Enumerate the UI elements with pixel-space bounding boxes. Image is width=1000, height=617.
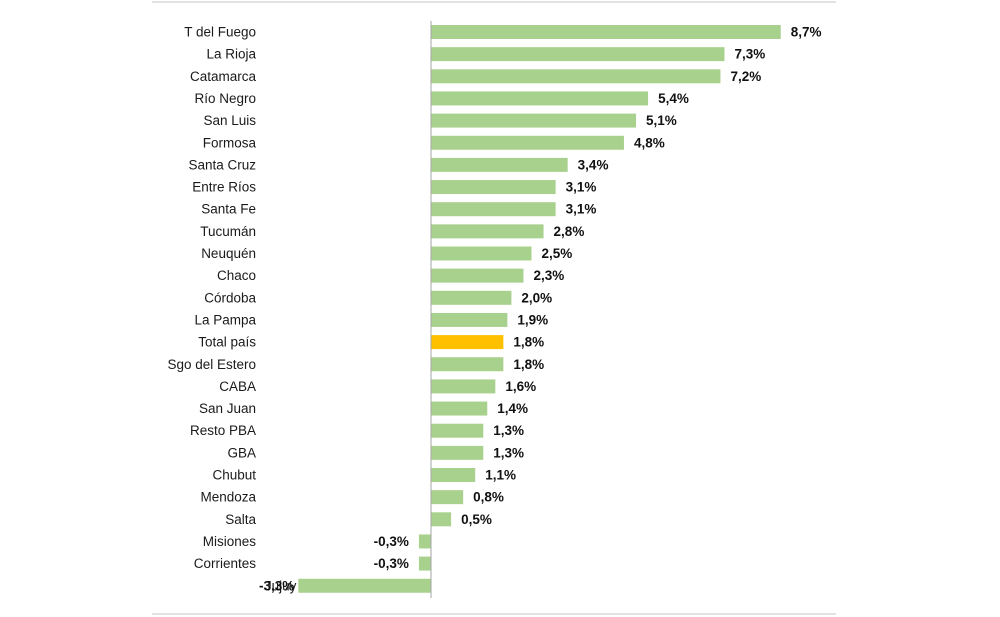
category-label-san-luis: San Luis (203, 113, 256, 128)
bar-entre-rios (431, 180, 556, 195)
value-label-santa-fe: 3,1% (566, 202, 597, 217)
value-label-formosa: 4,8% (634, 135, 665, 150)
bar-t-del-fuego (431, 25, 781, 39)
value-label-mendoza: 0,8% (473, 490, 504, 505)
bar-rio-negro (431, 91, 649, 106)
bars-group (298, 25, 781, 593)
category-label-san-juan: San Juan (199, 401, 256, 416)
bar-mendoza (431, 490, 464, 505)
value-label-chaco: 2,3% (533, 268, 564, 283)
bar-corrientes (418, 556, 431, 571)
value-label-cordoba: 2,0% (521, 290, 552, 305)
bar-chaco (431, 268, 524, 283)
bar-sgo-del-estero (431, 357, 504, 372)
bar-jujuy (298, 578, 431, 593)
value-label-jujuy: -3,3% (259, 578, 294, 593)
category-label-resto-pba: Resto PBA (190, 423, 256, 438)
bar-neuquen (431, 246, 532, 261)
category-label-gba: GBA (227, 445, 256, 460)
value-label-catamarca: 7,2% (730, 69, 761, 84)
value-label-neuquen: 2,5% (542, 246, 573, 261)
bar-santa-cruz (431, 157, 568, 172)
category-label-catamarca: Catamarca (190, 69, 257, 84)
bar-formosa (431, 135, 624, 150)
bar-la-rioja (431, 47, 725, 62)
bar-chubut (431, 468, 476, 482)
value-label-san-luis: 5,1% (646, 113, 677, 128)
category-label-chubut: Chubut (212, 468, 256, 483)
category-label-t-del-fuego: T del Fuego (184, 25, 256, 40)
value-label-sgo-del-estero: 1,8% (513, 357, 544, 372)
value-label-la-pampa: 1,9% (517, 312, 548, 327)
bar-cordoba (431, 290, 512, 305)
category-label-chaco: Chaco (217, 268, 256, 283)
bar-resto-pba (431, 423, 484, 438)
value-label-chubut: 1,1% (485, 468, 516, 483)
category-label-total-pais: Total país (198, 335, 256, 350)
category-label-tucuman: Tucumán (200, 224, 256, 239)
value-label-san-juan: 1,4% (497, 401, 528, 416)
value-label-santa-cruz: 3,4% (578, 157, 609, 172)
labels-group: T del Fuego 8,7% La Rioja 7,3% Catamarca 7,2%… (167, 25, 821, 594)
category-label-santa-cruz: Santa Cruz (188, 157, 256, 172)
value-label-total-pais: 1,8% (513, 335, 544, 350)
value-label-salta: 0,5% (461, 512, 492, 527)
bar-santa-fe (431, 202, 556, 217)
category-label-caba: CABA (219, 379, 256, 394)
bar-salta (431, 512, 452, 527)
category-label-la-pampa: La Pampa (194, 312, 256, 327)
category-label-sgo-del-estero: Sgo del Estero (167, 357, 256, 372)
category-label-salta: Salta (225, 512, 256, 527)
bar-total-pais (431, 335, 504, 350)
bar-san-luis (431, 113, 637, 128)
bar-gba (431, 445, 484, 460)
value-label-caba: 1,6% (505, 379, 536, 394)
value-label-resto-pba: 1,3% (493, 423, 524, 438)
value-label-tucuman: 2,8% (554, 224, 585, 239)
category-label-mendoza: Mendoza (200, 490, 256, 505)
value-label-gba: 1,3% (493, 445, 524, 460)
bar-la-pampa (431, 312, 508, 327)
category-label-entre-rios: Entre Ríos (192, 180, 256, 195)
bar-tucuman (431, 224, 544, 239)
bar-misiones (418, 534, 431, 549)
category-label-corrientes: Corrientes (194, 556, 257, 571)
value-label-corrientes: -0,3% (374, 556, 409, 571)
bar-catamarca (431, 69, 721, 84)
value-label-t-del-fuego: 8,7% (791, 25, 822, 40)
value-label-rio-negro: 5,4% (658, 91, 689, 106)
category-label-misiones: Misiones (203, 534, 257, 549)
category-label-la-rioja: La Rioja (206, 47, 256, 62)
category-label-rio-negro: Río Negro (194, 91, 256, 106)
value-label-la-rioja: 7,3% (734, 47, 765, 62)
category-label-cordoba: Córdoba (204, 290, 256, 305)
value-label-entre-rios: 3,1% (566, 180, 597, 195)
bar-caba (431, 379, 496, 394)
category-label-formosa: Formosa (203, 135, 257, 150)
value-label-misiones: -0,3% (374, 534, 409, 549)
category-label-neuquen: Neuquén (201, 246, 256, 261)
category-label-jujuy: Jujuy (265, 578, 297, 593)
bar-san-juan (431, 401, 488, 416)
category-label-santa-fe: Santa Fe (201, 202, 256, 217)
